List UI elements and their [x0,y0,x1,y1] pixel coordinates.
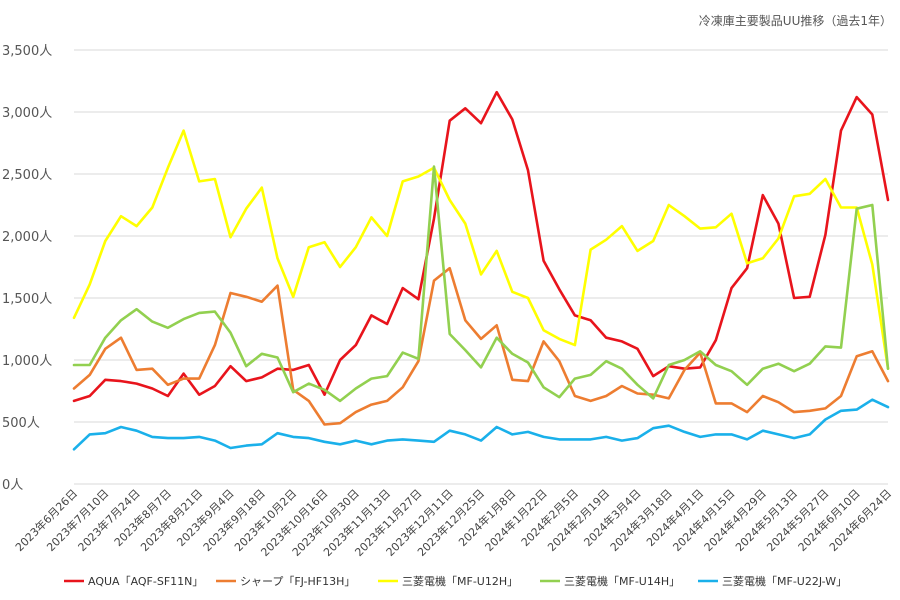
series-line-1 [72,90,890,403]
y-tick-label: 3,000人 [2,106,52,121]
y-tick-label: 500人 [2,416,40,431]
y-axis-ticks: 0人 500人 1,000人 1,500人 2,000人 2,500人 3,000人 3,50… [2,44,52,493]
series-line-5 [72,398,890,451]
legend-entry: 三菱電機「MF-U22J-W」 [722,574,847,588]
x-axis-ticks: 2023年6月26日2023年7月10日2023年7月24日2023年8月7日2… [12,486,894,559]
y-tick-label: 1,000人 [2,354,52,369]
legend-entry: シャープ「FJ-HF13H」 [240,575,355,588]
legend-entry: AQUA「AQF-SF11N」 [88,575,203,588]
legend: AQUA「AQF-SF11N」 シャープ「FJ-HF13H」 三菱電機「MF-U12… [64,574,847,588]
y-tick-label: 2,000人 [2,230,52,245]
series-lines [72,90,890,451]
y-tick-label: 3,500人 [2,44,52,59]
gridlines [74,49,888,485]
series-line-3 [72,129,890,371]
y-tick-label: 1,500人 [2,292,52,307]
legend-entry: 三菱電機「MF-U12H」 [402,574,518,588]
y-tick-label: 0人 [2,478,23,493]
legend-entry: 三菱電機「MF-U14H」 [564,574,680,588]
series-line-2 [72,266,890,426]
y-tick-label: 2,500人 [2,168,52,183]
chart-title: 冷凍庫主要製品UU推移（過去1年） [699,14,892,28]
series-line-4 [72,165,890,403]
